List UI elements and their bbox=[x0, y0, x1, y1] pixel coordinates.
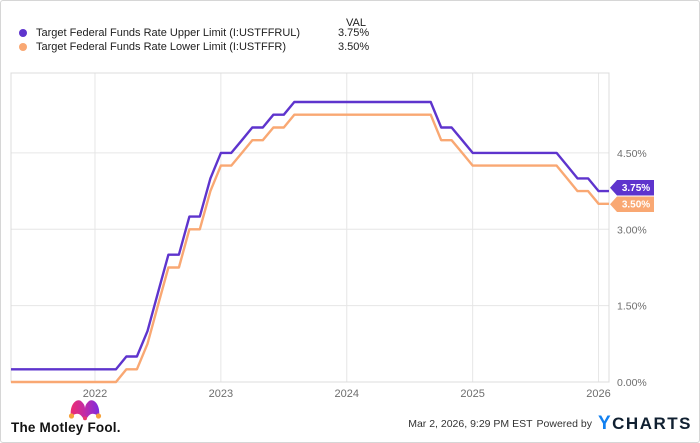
legend-value-upper: 3.75% bbox=[338, 27, 370, 39]
y-tick-label: 0.00% bbox=[617, 377, 647, 389]
motley-fool-logo: The Motley Fool. bbox=[11, 400, 121, 437]
motley-fool-wordmark: The Motley Fool. bbox=[11, 420, 121, 435]
legend-header-row: VAL bbox=[11, 13, 369, 29]
legend-label-upper: Target Federal Funds Rate Upper Limit (I… bbox=[36, 27, 301, 39]
y-tick-label: 1.50% bbox=[617, 301, 647, 313]
x-tick-label: 2026 bbox=[586, 388, 610, 400]
legend-item-lower-limit: Target Federal Funds Rate Lower Limit (I… bbox=[11, 40, 369, 54]
upper-series-dot-icon bbox=[19, 29, 27, 37]
ycharts-logo: YCHARTS bbox=[598, 414, 692, 433]
upper-limit-value-tag bbox=[610, 179, 654, 196]
lower-limit-value-tag-label: 3.50% bbox=[622, 200, 650, 211]
jester-cap-icon bbox=[68, 400, 102, 421]
legend-value-lower: 3.50% bbox=[338, 41, 370, 53]
legend: VAL Target Federal Funds Rate Upper Limi… bbox=[11, 13, 369, 54]
footer-attribution: Mar 2, 2026, 9:29 PM EST Powered by YCHA… bbox=[408, 414, 692, 433]
chart-timestamp: Mar 2, 2026, 9:29 PM EST bbox=[408, 417, 533, 430]
upper-limit-value-tag-label: 3.75% bbox=[622, 183, 650, 194]
x-tick-label: 2024 bbox=[335, 388, 359, 400]
ycharts-logo-y: Y bbox=[597, 413, 613, 434]
powered-by-label: Powered by bbox=[536, 417, 592, 430]
lower-limit-value-tag bbox=[610, 196, 654, 212]
legend-val-header: VAL bbox=[346, 17, 366, 29]
x-tick-label: 2025 bbox=[460, 388, 484, 400]
legend-item-upper-limit: Target Federal Funds Rate Upper Limit (I… bbox=[11, 26, 369, 40]
ycharts-logo-charts: CHARTS bbox=[612, 414, 692, 433]
y-tick-label: 3.00% bbox=[617, 224, 647, 236]
plot-border bbox=[10, 72, 610, 383]
lower-series-dot-icon bbox=[19, 43, 27, 51]
lower-limit-line bbox=[11, 113, 609, 384]
x-tick-label: 2022 bbox=[83, 388, 107, 400]
legend-label-lower: Target Federal Funds Rate Lower Limit (I… bbox=[36, 41, 287, 53]
x-tick-label: 2023 bbox=[209, 388, 233, 400]
y-tick-label: 4.50% bbox=[617, 148, 647, 160]
upper-limit-line bbox=[11, 100, 609, 371]
